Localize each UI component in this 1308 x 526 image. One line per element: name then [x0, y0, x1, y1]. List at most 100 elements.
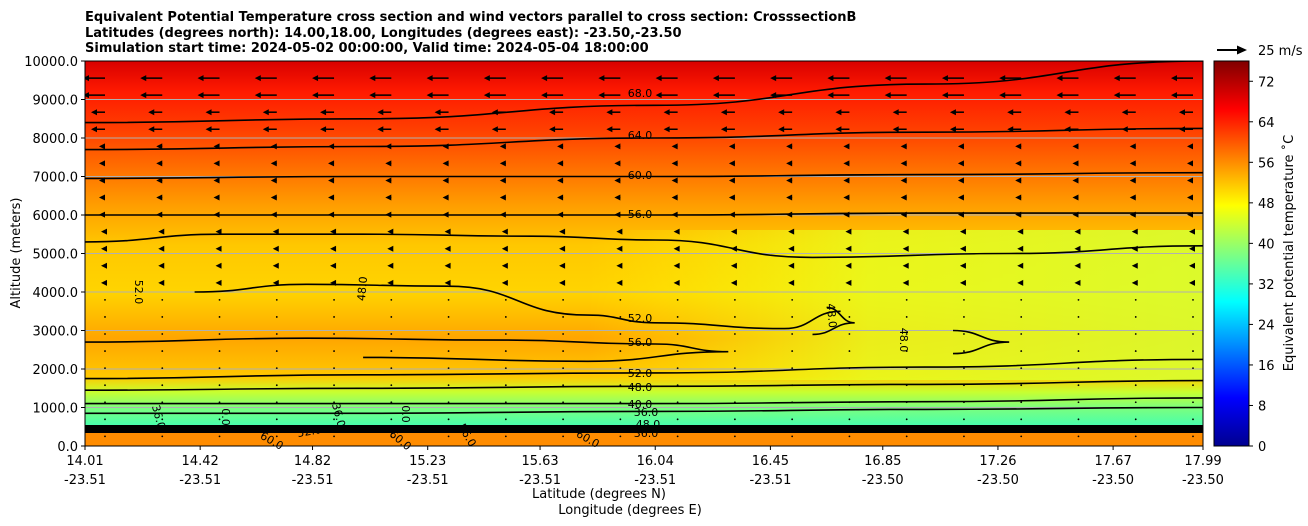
wind-vector-head	[501, 262, 508, 269]
wind-vector	[733, 367, 736, 370]
wind-vector-head	[1015, 143, 1022, 150]
wind-vector	[791, 418, 794, 421]
wind-vector-head	[1189, 245, 1195, 252]
y-tick-label: 1000.0	[33, 402, 79, 417]
wind-vector-head	[377, 126, 384, 133]
wind-vector-head	[1131, 279, 1138, 286]
wind-vector-head	[1121, 126, 1128, 133]
wind-vector	[1192, 298, 1194, 301]
wind-vector	[504, 384, 507, 387]
contour-line-48	[85, 379, 1203, 391]
wind-vector	[447, 418, 450, 421]
wind-vector-head	[213, 177, 220, 184]
y-tick-label: 8000.0	[33, 132, 79, 147]
surface-dense-contours	[85, 425, 1203, 433]
wind-vector	[848, 333, 851, 335]
wind-vector-head	[1017, 245, 1024, 252]
chart-title-line-1: Equivalent Potential Temperature cross s…	[85, 10, 856, 25]
contour-lines	[85, 61, 1203, 415]
wind-vector	[562, 418, 565, 421]
wind-vector-head	[845, 228, 852, 235]
wind-vector-head	[328, 211, 335, 218]
wind-vector-head	[614, 211, 621, 218]
wind-vector-head	[557, 211, 564, 218]
wind-vector-head	[541, 92, 548, 99]
wind-vector-head	[101, 228, 107, 235]
wind-vector-head	[957, 211, 964, 218]
wind-vector	[791, 401, 794, 404]
wind-vector	[562, 435, 565, 438]
wind-vector-head	[1113, 75, 1120, 82]
wind-vector	[963, 298, 965, 301]
colorbar-tick-label: 72	[1258, 75, 1275, 90]
wind-vector	[562, 333, 565, 335]
wind-vector-head	[1131, 262, 1138, 269]
x-tick-label-lon: -23.51	[749, 473, 791, 488]
wind-vector-head	[786, 160, 793, 167]
wind-vector-head	[148, 126, 155, 133]
wind-vector	[390, 333, 393, 335]
wind-vector-head	[442, 177, 449, 184]
contour-label-56-low: 56.0	[628, 336, 653, 349]
wind-vector	[504, 350, 507, 352]
wind-vector-head	[941, 92, 948, 99]
wind-vector-head	[158, 245, 165, 252]
wind-vector-head	[549, 126, 556, 133]
wind-vector-head	[1007, 126, 1014, 133]
wind-vector	[333, 333, 335, 335]
wind-vector	[1134, 401, 1137, 404]
wind-vector	[791, 316, 794, 318]
wind-vector-head	[999, 75, 1006, 82]
wind-vector-head	[330, 245, 337, 252]
wind-vector	[963, 350, 965, 352]
wind-vector-head	[158, 279, 165, 286]
wind-vector-head	[843, 160, 850, 167]
wind-vector-head	[671, 177, 678, 184]
x-tick-label-lon: -23.51	[179, 473, 221, 488]
wind-vector	[905, 333, 908, 335]
contour-line-40	[85, 397, 1203, 405]
wind-vector-head	[1171, 92, 1177, 99]
wind-vector	[676, 298, 679, 301]
wind-vector-head	[444, 245, 451, 252]
wind-vector-head	[499, 160, 506, 167]
wind-vector	[905, 384, 908, 387]
wind-vector	[1192, 367, 1194, 370]
wind-vector	[275, 401, 278, 404]
wind-vector-head	[557, 177, 564, 184]
wind-vector-head	[1074, 228, 1081, 235]
wind-vector-head	[1015, 177, 1022, 184]
wind-vector-head	[557, 160, 564, 167]
wind-vector	[905, 316, 908, 318]
wind-vector-head	[1017, 228, 1024, 235]
x-tick-label-lon: -23.51	[64, 473, 106, 488]
wind-vector	[1134, 333, 1137, 335]
wind-vector-head	[99, 211, 105, 218]
wind-vector-head	[673, 279, 680, 286]
x-tick-label-lat: 16.04	[637, 454, 674, 469]
wind-vector-head	[671, 143, 678, 150]
y-tick-label: 5000.0	[33, 248, 79, 263]
wind-vector-head	[387, 245, 394, 252]
wind-vector	[1077, 350, 1080, 352]
wind-vector	[791, 367, 794, 370]
wind-vector-head	[788, 245, 795, 252]
wind-vector-head	[845, 245, 852, 252]
wind-vector-head	[156, 177, 163, 184]
wind-vector	[619, 435, 622, 438]
wind-vector	[791, 333, 794, 335]
x-tick-label-lon: -23.51	[407, 473, 449, 488]
wind-vector	[504, 435, 507, 438]
x-tick-label-lon: -23.50	[1092, 473, 1134, 488]
wind-vector-head	[786, 143, 793, 150]
wind-vector-head	[1131, 245, 1138, 252]
wind-vector-head	[663, 126, 670, 133]
wind-vector-head	[1015, 160, 1022, 167]
wind-vector-head	[730, 228, 737, 235]
wind-vector	[1134, 316, 1137, 318]
wind-vector	[905, 350, 908, 352]
wind-vector-head	[385, 194, 392, 201]
contour-label-64: 64.0	[628, 129, 653, 142]
wind-vector	[619, 367, 622, 370]
wind-vector	[848, 350, 851, 352]
